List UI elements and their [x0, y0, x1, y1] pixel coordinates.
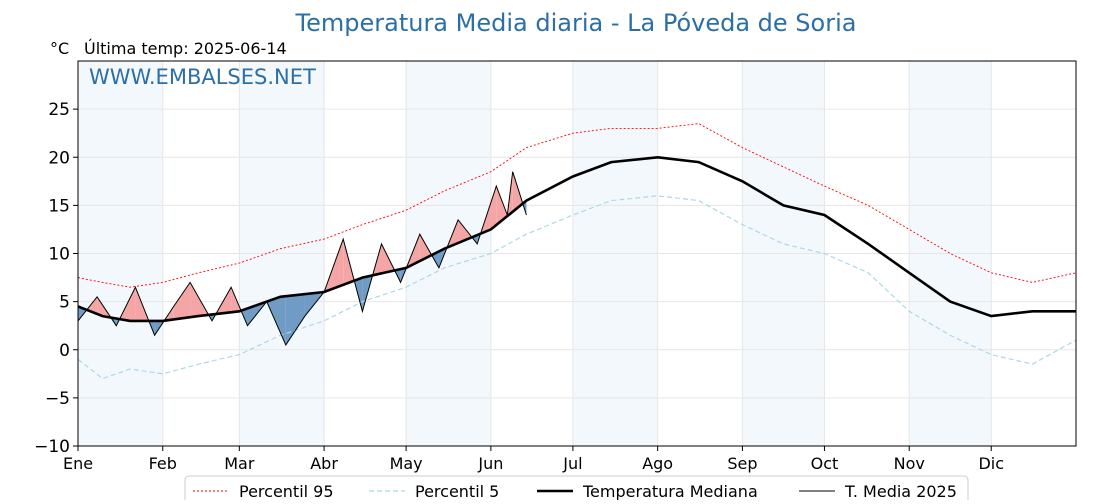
- x-tick-label: Feb: [149, 454, 177, 473]
- x-tick-label: Mar: [224, 454, 255, 473]
- legend-box: [184, 475, 969, 504]
- series-line-current: [77, 171, 527, 346]
- series-line-p5: [77, 195, 1077, 380]
- legend-label: T. Media 2025: [844, 482, 957, 500]
- series-line-median: [77, 155, 1076, 323]
- x-tick-label: Jul: [562, 454, 582, 473]
- x-tick-label: Jun: [477, 454, 503, 473]
- watermark: WWW.EMBALSES.NET: [89, 65, 316, 89]
- y-tick-label: 0: [59, 341, 70, 361]
- x-axis: Ene Feb Mar Abr May Jun Jul Ago Sep Oct Nov Dic: [63, 446, 1004, 473]
- below-median-fill: [266, 296, 286, 345]
- x-tick-label: Ene: [63, 454, 93, 473]
- last-temp-label: Última temp: 2025-06-14: [84, 39, 287, 58]
- series-lines: [77, 123, 1077, 380]
- y-tick-label: 15: [48, 196, 70, 216]
- x-tick-label: Ago: [642, 454, 673, 473]
- above-median-fill: [512, 171, 523, 212]
- x-tick-label: Abr: [310, 454, 338, 473]
- chart-title: Temperatura Media diaria - La Póveda de …: [295, 9, 857, 37]
- above-median-fill: [419, 234, 432, 262]
- x-tick-label: Dic: [978, 454, 1004, 473]
- x-tick-label: Oct: [811, 454, 839, 473]
- y-tick-label: −5: [45, 389, 70, 409]
- x-tick-label: May: [390, 454, 423, 473]
- y-tick-label: 5: [59, 293, 70, 313]
- series-line-p95: [77, 123, 1077, 288]
- legend-label: Percentil 5: [415, 482, 499, 500]
- legend: Percentil 95 Percentil 5 Temperatura Media…: [184, 475, 969, 504]
- y-axis: −10 −5 0 5 10 15 20 25: [34, 100, 78, 457]
- above-median-fill: [458, 219, 472, 244]
- y-tick-label: −10: [34, 437, 70, 457]
- unit-label: °C: [50, 39, 69, 58]
- y-tick-label: 25: [48, 100, 70, 120]
- above-median-fill: [496, 186, 508, 225]
- y-tick-label: 20: [48, 148, 70, 168]
- legend-label: Percentil 95: [239, 482, 334, 500]
- legend-label: Temperatura Mediana: [582, 482, 758, 500]
- y-tick-label: 10: [48, 245, 70, 265]
- x-tick-label: Sep: [727, 454, 757, 473]
- above-median-fill: [173, 282, 191, 320]
- x-tick-label: Nov: [894, 454, 925, 473]
